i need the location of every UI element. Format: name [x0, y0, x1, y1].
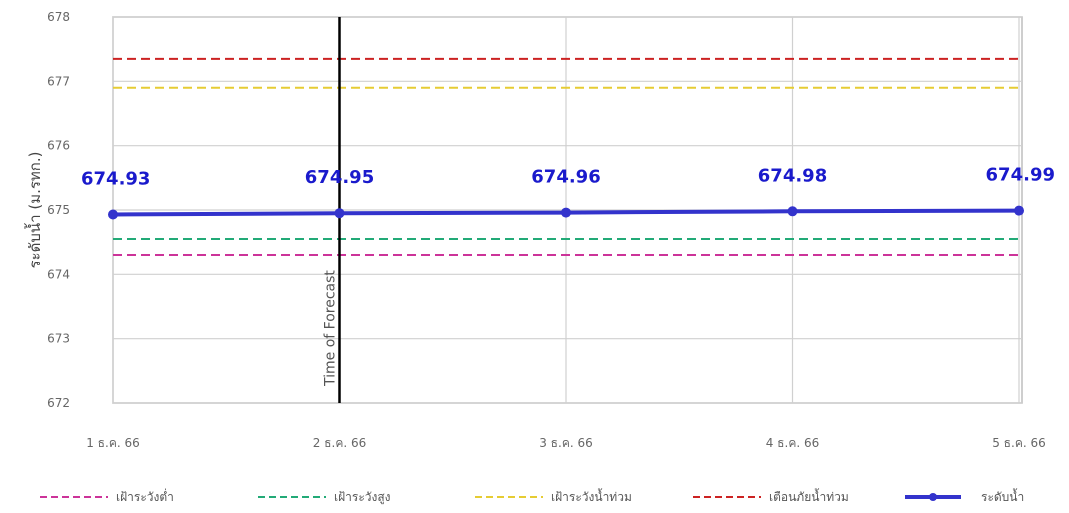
data-point: [108, 209, 118, 220]
reference-lines: [113, 57, 1022, 257]
horizontal-gridlines: [113, 16, 1022, 404]
legend-label: เตือนภัยน้ำท่วม: [769, 488, 849, 504]
x-tick-label: 1 ธ.ค. 66: [86, 436, 140, 450]
x-tick-label: 3 ธ.ค. 66: [539, 436, 593, 450]
forecast-label: Time of Forecast: [323, 270, 339, 387]
x-tick-label: 2 ธ.ค. 66: [313, 436, 367, 450]
x-tick-label: 5 ธ.ค. 66: [992, 436, 1046, 450]
series-layer: [108, 205, 1024, 220]
data-label: 674.95: [305, 167, 374, 188]
y-tick-label: 677: [47, 74, 70, 88]
data-label: 674.93: [81, 169, 150, 190]
y-axis-tick-labels: 672 673 674 675 676 677 678: [47, 10, 70, 410]
data-label: 674.99: [986, 165, 1055, 186]
y-axis-label: ระดับน้ำ (ม.รทก.): [24, 152, 44, 269]
x-axis-tick-labels: 1 ธ.ค. 66 2 ธ.ค. 66 3 ธ.ค. 66 4 ธ.ค. 66 5 ธ.…: [86, 436, 1046, 450]
legend-label: เฝ้าระวังน้ำท่วม: [551, 488, 632, 504]
y-tick-label: 678: [47, 10, 70, 24]
legend-marker: [929, 493, 937, 501]
data-point: [1014, 205, 1024, 216]
data-point: [334, 208, 345, 219]
legend-label: เฝ้าระวังสูง: [334, 490, 391, 505]
legend: เฝ้าระวังต่ำ เฝ้าระวังสูง เฝ้าระวังน้ำท่วม…: [40, 488, 1024, 505]
y-tick-label: 676: [47, 139, 70, 153]
data-point: [561, 207, 571, 218]
legend-label: ระดับน้ำ: [981, 488, 1024, 504]
data-point: [787, 206, 798, 217]
legend-label: เฝ้าระวังต่ำ: [116, 488, 174, 504]
y-tick-label: 673: [47, 332, 70, 346]
data-label: 674.98: [758, 165, 827, 186]
data-labels: 674.93 674.95 674.96 674.98 674.99: [81, 165, 1055, 190]
x-tick-label: 4 ธ.ค. 66: [766, 436, 820, 450]
y-tick-label: 675: [47, 203, 70, 217]
data-label: 674.96: [531, 167, 600, 188]
y-tick-label: 674: [47, 267, 70, 281]
y-tick-label: 672: [47, 396, 70, 410]
